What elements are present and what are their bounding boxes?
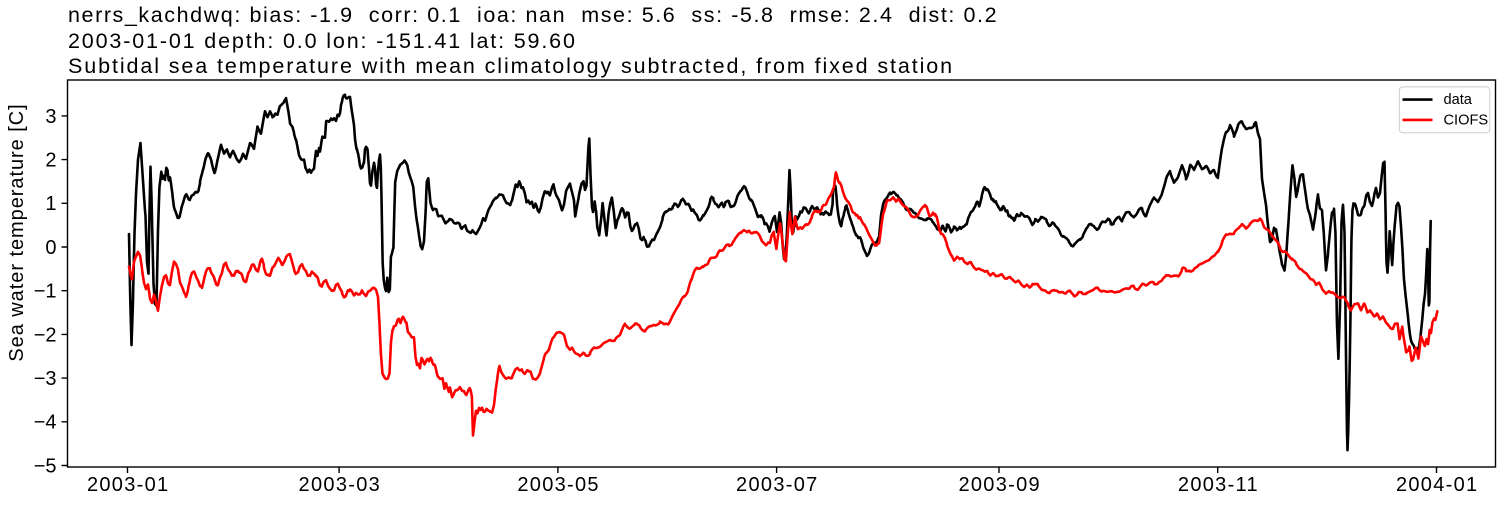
svg-text:−1: −1 bbox=[34, 281, 57, 303]
svg-text:2003-07: 2003-07 bbox=[736, 474, 819, 496]
svg-text:2003-03: 2003-03 bbox=[299, 474, 382, 496]
svg-text:1: 1 bbox=[45, 193, 56, 215]
svg-text:2003-01-01 depth: 0.0 lon: -15: 2003-01-01 depth: 0.0 lon: -151.41 lat: … bbox=[68, 29, 577, 53]
svg-text:2003-11: 2003-11 bbox=[1178, 474, 1259, 496]
svg-text:2003-09: 2003-09 bbox=[958, 474, 1041, 496]
svg-text:−2: −2 bbox=[34, 324, 57, 346]
svg-text:0: 0 bbox=[45, 237, 56, 259]
svg-text:Sea water temperature [C]: Sea water temperature [C] bbox=[6, 103, 28, 361]
svg-text:2: 2 bbox=[45, 150, 56, 172]
svg-text:−3: −3 bbox=[34, 368, 57, 390]
svg-text:data: data bbox=[1444, 92, 1473, 108]
svg-text:−4: −4 bbox=[34, 412, 57, 434]
svg-text:nerrs_kachdwq: bias: -1.9 cor: nerrs_kachdwq: bias: -1.9 corr: 0.1 ioa:… bbox=[68, 3, 998, 27]
svg-text:−5: −5 bbox=[34, 455, 57, 477]
svg-text:CIOFS: CIOFS bbox=[1444, 113, 1489, 129]
svg-text:2004-01: 2004-01 bbox=[1396, 474, 1479, 496]
svg-text:3: 3 bbox=[45, 106, 56, 128]
svg-text:2003-05: 2003-05 bbox=[517, 474, 600, 496]
svg-text:Subtidal sea temperature with: Subtidal sea temperature with mean clima… bbox=[68, 54, 954, 78]
svg-text:2003-01: 2003-01 bbox=[87, 474, 170, 496]
